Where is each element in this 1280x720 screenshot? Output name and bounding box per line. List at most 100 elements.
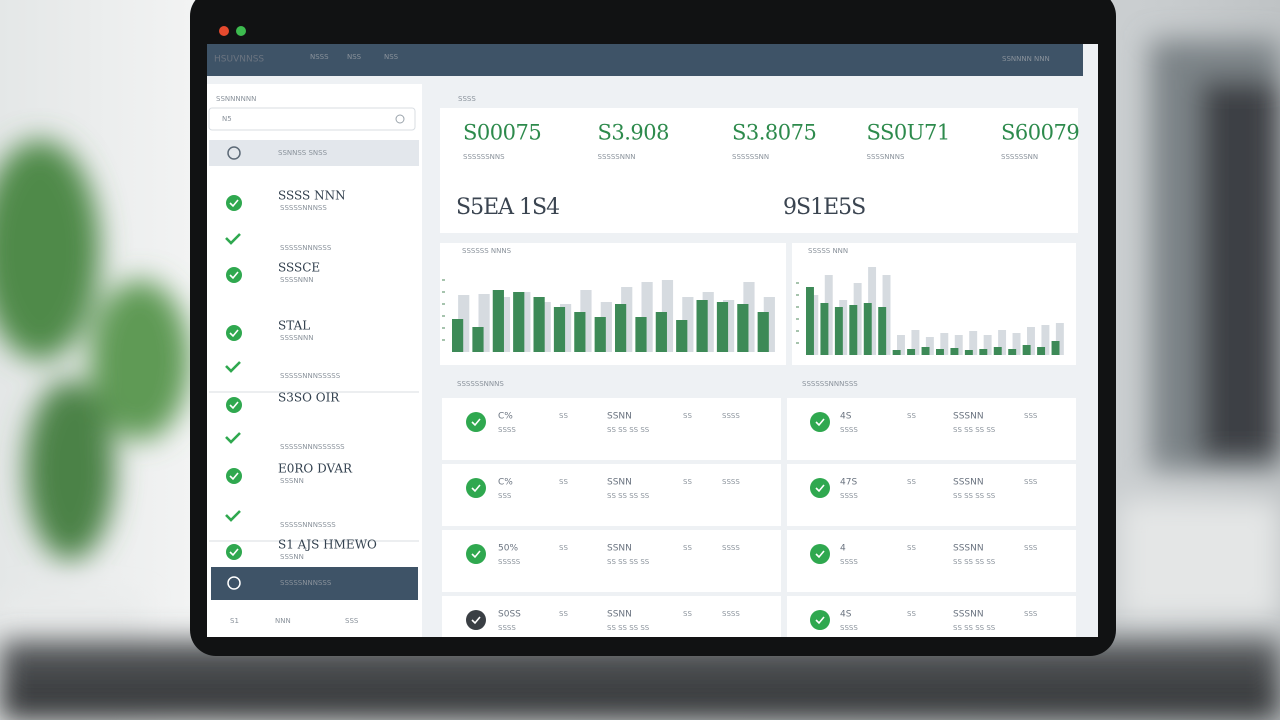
- camera-dot: [219, 26, 229, 36]
- bar: [1027, 327, 1035, 355]
- table-row[interactable]: [442, 464, 781, 526]
- chart-title: SSSSS NNN: [808, 247, 848, 255]
- row-cell-sub: SS SS SS SS: [953, 492, 996, 500]
- bar: [1055, 323, 1064, 355]
- bar: [983, 335, 992, 355]
- bar: [940, 333, 949, 355]
- sidebar-item-sub: SSSSSNNNSSS: [280, 244, 332, 252]
- bar: [594, 317, 606, 352]
- nav-tab[interactable]: NSSS: [310, 53, 329, 61]
- sidebar-item-sub: SSSSSNNNSSSSSS: [280, 443, 345, 451]
- bar: [964, 350, 973, 355]
- icon: [227, 146, 241, 160]
- status-icon: [226, 468, 242, 484]
- bar: [824, 275, 833, 355]
- bar: [757, 312, 769, 352]
- row-main: C%: [498, 412, 513, 422]
- bar: [743, 282, 755, 352]
- table-row[interactable]: [442, 530, 781, 592]
- status-icon: [226, 325, 242, 341]
- row-icon-mark: [815, 550, 825, 559]
- status-check: [229, 329, 239, 338]
- bar: [878, 307, 887, 355]
- table-row[interactable]: [787, 464, 1076, 526]
- sidebar-item-sub: SSSNN: [280, 477, 304, 485]
- row-icon: [810, 544, 830, 564]
- status-check: [229, 472, 239, 481]
- bar: [863, 303, 872, 355]
- sidebar-item: SSNNSS SNSS: [278, 149, 328, 157]
- search-box[interactable]: [208, 107, 416, 131]
- row-icon: [466, 544, 486, 564]
- bar: [696, 300, 708, 352]
- sidebar-footer: NNN: [275, 617, 291, 625]
- nav-tab[interactable]: NSS: [347, 53, 362, 61]
- bar: [641, 282, 653, 352]
- row-cell: SSNN: [607, 478, 632, 488]
- row-icon: [810, 412, 830, 432]
- sidebar-item-label: S1 AJS HMEWO: [278, 538, 377, 552]
- row-sub: SSSS: [840, 426, 858, 434]
- search-icon: [395, 114, 405, 124]
- bar: [993, 347, 1002, 355]
- bar: [849, 305, 858, 355]
- row-cell: SSNN: [607, 412, 632, 422]
- bar: [702, 292, 714, 352]
- status-check: [229, 199, 239, 208]
- table-row[interactable]: [787, 398, 1076, 460]
- sidebar-section: SSNNNNNN: [216, 95, 256, 103]
- bar: [1012, 333, 1021, 355]
- bar: [979, 349, 988, 355]
- row-icon-mark: [815, 484, 825, 493]
- sidebar-top-item[interactable]: [209, 140, 419, 166]
- top-bar: [207, 44, 1083, 76]
- row-cell-sub: SS SS SS SS: [953, 558, 996, 566]
- row-cell: SSS: [1024, 610, 1038, 618]
- row-icon: [466, 610, 486, 630]
- row-cell: SSSS: [722, 544, 740, 552]
- status-check: [225, 233, 241, 245]
- table-row[interactable]: [787, 530, 1076, 592]
- kpi-value: S00075: [463, 121, 541, 145]
- kpi-sub: SSSSSSNNS: [463, 153, 505, 161]
- row-cell: SSNN: [607, 610, 632, 620]
- row-cell: SS: [683, 544, 692, 552]
- sidebar-item-sub: SSSSSNNNSSSS: [280, 521, 336, 529]
- kpi-sub: SSSSSSNN: [1001, 153, 1038, 161]
- bar: [853, 283, 862, 355]
- kpi-secondary: S5EA 1S4: [456, 195, 559, 220]
- table-row[interactable]: [787, 596, 1076, 637]
- row-icon-mark: [471, 616, 481, 625]
- status-icon: [226, 195, 242, 211]
- kpi-value: S3.908: [598, 121, 670, 145]
- row-icon-mark: [471, 484, 481, 493]
- search-text: N5: [222, 115, 232, 123]
- sidebar: [207, 84, 422, 637]
- row-cell-sub: SS SS SS SS: [953, 426, 996, 434]
- bar: [621, 287, 633, 352]
- row-cell-sub: SS SS SS SS: [607, 624, 650, 632]
- table-row[interactable]: [442, 596, 781, 637]
- table-row[interactable]: [442, 398, 781, 460]
- sidebar-item-sub: SSSSNNN: [280, 334, 313, 342]
- bar: [907, 349, 916, 355]
- kpi-value: S3.8075: [732, 121, 816, 145]
- row-cell: SSS: [1024, 544, 1038, 552]
- header-right: SSNNNN NNN: [1002, 55, 1050, 63]
- sidebar-item-sub: SSSSSNNNSS: [280, 204, 327, 212]
- row-sub: SSSS: [840, 492, 858, 500]
- bar: [600, 302, 612, 352]
- nav-tab[interactable]: NSS: [384, 53, 399, 61]
- sidebar-selected[interactable]: [211, 567, 418, 600]
- kpi-value: S60079: [1001, 121, 1079, 145]
- table-title: SSSSSSNNNS: [457, 380, 504, 388]
- status-check: [229, 548, 239, 557]
- bar: [716, 302, 729, 352]
- status-icon: [226, 544, 242, 560]
- bar: [954, 335, 963, 355]
- bar: [553, 307, 566, 352]
- row-cell: SSSNN: [953, 610, 984, 620]
- row-sub: SSSS: [840, 558, 858, 566]
- bar: [478, 294, 490, 352]
